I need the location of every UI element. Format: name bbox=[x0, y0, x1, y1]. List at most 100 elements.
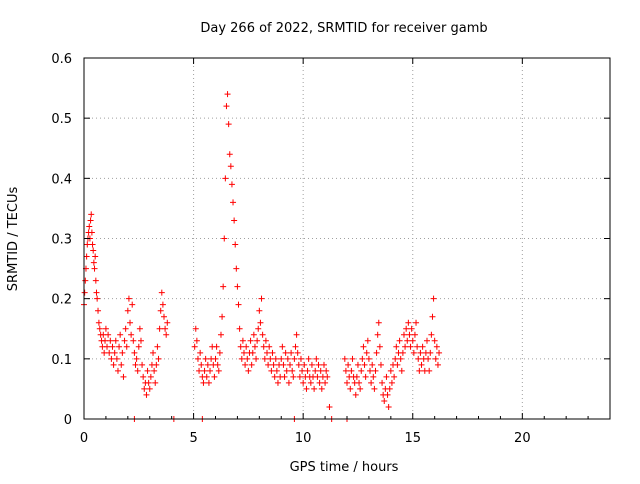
data-point bbox=[396, 337, 403, 344]
data-point bbox=[371, 385, 378, 392]
data-point bbox=[430, 295, 437, 302]
data-point bbox=[262, 337, 269, 344]
data-point bbox=[128, 331, 135, 338]
data-point bbox=[104, 343, 111, 350]
data-point bbox=[143, 391, 150, 398]
data-point bbox=[109, 343, 116, 350]
data-point bbox=[231, 217, 238, 224]
data-point bbox=[205, 379, 212, 386]
data-point bbox=[397, 355, 404, 362]
data-point bbox=[367, 367, 374, 374]
data-point bbox=[159, 301, 166, 308]
data-point bbox=[249, 349, 256, 356]
data-point bbox=[374, 331, 381, 338]
data-point bbox=[282, 349, 289, 356]
data-point bbox=[89, 241, 96, 248]
data-point bbox=[90, 259, 97, 266]
data-point bbox=[419, 343, 426, 350]
data-point bbox=[134, 367, 141, 374]
data-point bbox=[105, 331, 112, 338]
data-point bbox=[221, 235, 228, 242]
data-point bbox=[278, 355, 285, 362]
data-point bbox=[157, 307, 164, 314]
data-point bbox=[136, 325, 143, 332]
data-point bbox=[101, 349, 108, 356]
data-point bbox=[154, 343, 161, 350]
data-point bbox=[347, 385, 354, 392]
data-point bbox=[255, 325, 262, 332]
y-tick-label: 0.4 bbox=[51, 172, 72, 187]
data-point bbox=[411, 331, 418, 338]
x-tick-label: 0 bbox=[80, 431, 88, 446]
data-point bbox=[217, 331, 224, 338]
data-point bbox=[344, 379, 350, 386]
data-point bbox=[200, 379, 207, 386]
data-point bbox=[224, 91, 231, 98]
data-point bbox=[289, 367, 296, 374]
data-point bbox=[387, 367, 394, 374]
data-point bbox=[230, 199, 237, 206]
y-axis-label: SRMTID / TECUs bbox=[6, 187, 21, 292]
data-point bbox=[192, 325, 199, 332]
data-point bbox=[235, 301, 242, 308]
data-point bbox=[373, 349, 380, 356]
data-point bbox=[296, 373, 303, 380]
data-point bbox=[359, 355, 366, 362]
data-point bbox=[287, 361, 294, 368]
data-point bbox=[375, 319, 382, 326]
data-point bbox=[320, 361, 327, 368]
data-point bbox=[92, 253, 99, 260]
data-point bbox=[112, 337, 119, 344]
data-point bbox=[213, 343, 220, 350]
data-point bbox=[164, 319, 171, 326]
data-point bbox=[239, 337, 246, 344]
data-point bbox=[385, 403, 392, 410]
data-point bbox=[388, 379, 395, 386]
data-point bbox=[133, 355, 140, 362]
data-point bbox=[90, 247, 97, 254]
data-point bbox=[383, 373, 390, 380]
data-point bbox=[272, 355, 279, 362]
data-point bbox=[238, 355, 245, 362]
data-point bbox=[118, 361, 125, 368]
data-point bbox=[428, 331, 435, 338]
data-point bbox=[405, 319, 412, 326]
y-tick-label: 0 bbox=[64, 413, 72, 428]
data-point bbox=[130, 337, 137, 344]
data-point bbox=[204, 361, 211, 368]
data-point bbox=[222, 175, 229, 182]
data-point bbox=[358, 367, 365, 374]
data-point bbox=[326, 403, 333, 410]
data-point bbox=[363, 349, 370, 356]
data-point bbox=[95, 319, 102, 326]
data-point bbox=[82, 277, 89, 284]
data-point bbox=[266, 343, 273, 350]
data-point bbox=[342, 367, 349, 374]
data-point bbox=[123, 343, 130, 350]
data-point bbox=[86, 223, 93, 230]
data-point bbox=[223, 103, 230, 110]
data-point bbox=[196, 367, 203, 374]
data-point bbox=[211, 373, 218, 380]
data-point bbox=[284, 355, 291, 362]
data-point bbox=[260, 343, 267, 350]
data-point bbox=[254, 337, 261, 344]
data-point bbox=[290, 373, 297, 380]
data-points bbox=[81, 91, 443, 422]
data-point bbox=[145, 379, 152, 386]
data-point bbox=[234, 283, 241, 290]
data-point bbox=[311, 385, 318, 392]
data-point bbox=[368, 379, 375, 386]
data-point bbox=[280, 361, 287, 368]
data-point bbox=[203, 373, 210, 380]
data-point bbox=[386, 385, 393, 392]
data-point bbox=[341, 355, 348, 362]
data-point bbox=[219, 313, 226, 320]
data-point bbox=[256, 307, 263, 314]
data-point bbox=[271, 373, 278, 380]
data-point bbox=[267, 355, 274, 362]
data-point bbox=[258, 295, 265, 302]
data-point bbox=[191, 343, 198, 350]
data-point bbox=[318, 385, 325, 392]
data-point bbox=[119, 349, 126, 356]
